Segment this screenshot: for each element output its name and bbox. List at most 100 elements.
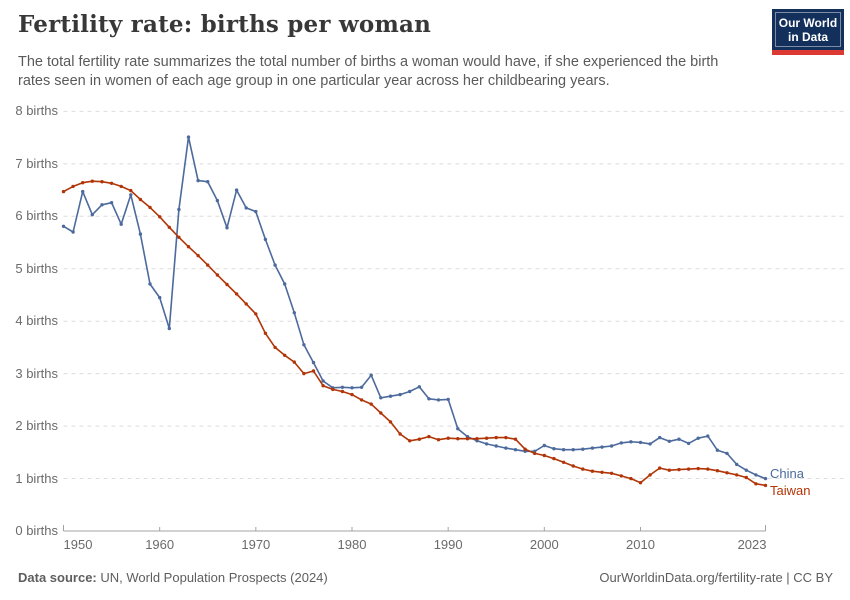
china-data-point (561, 448, 566, 452)
china-data-point (754, 473, 758, 477)
china-data-point (571, 448, 575, 452)
china-data-point (513, 448, 518, 452)
china-data-point (504, 446, 508, 450)
page-title: Fertility rate: births per woman (18, 11, 432, 38)
china-data-point (696, 436, 700, 440)
taiwan-data-point (119, 184, 123, 189)
china-data-point (379, 396, 383, 400)
taiwan-data-point (542, 453, 546, 458)
taiwan-data-point (359, 398, 364, 402)
taiwan-data-point (206, 263, 210, 267)
owid-logo-text: Our World in Data (775, 12, 841, 47)
taiwan-data-point (571, 464, 575, 468)
china-data-point (196, 178, 200, 183)
taiwan-line (62, 180, 767, 487)
taiwan-data-point (177, 235, 181, 239)
taiwan-data-point (744, 475, 748, 480)
logo-accent-bar (772, 50, 844, 55)
china-data-point (581, 447, 585, 451)
china-data-point (321, 379, 325, 383)
credit-link[interactable]: OurWorldinData.org/fertility-rate | CC B… (599, 570, 833, 585)
taiwan-data-point (475, 437, 479, 441)
taiwan-data-point (686, 467, 691, 471)
china-data-point (715, 448, 720, 452)
taiwan-data-point (388, 420, 393, 424)
china-data-point (129, 193, 133, 197)
china-data-point (408, 389, 412, 394)
china-data-point (206, 180, 210, 184)
taiwan-data-point (609, 471, 614, 475)
taiwan-data-point (494, 435, 498, 440)
taiwan-data-point (263, 331, 268, 335)
taiwan-data-point (71, 184, 75, 189)
china-data-point (648, 442, 652, 446)
taiwan-data-point (590, 469, 595, 473)
taiwan-data-point (484, 436, 489, 440)
taiwan-data-point (533, 451, 537, 456)
china-data-point (215, 198, 220, 203)
china-data-point (71, 230, 75, 234)
china-data-point (667, 439, 671, 443)
china-data-point (600, 445, 604, 449)
taiwan-data-point (138, 197, 143, 202)
taiwan-data-point (677, 467, 681, 472)
china-data-point (109, 201, 114, 205)
owid-logo-line1: Our World (778, 15, 838, 30)
china-data-point (359, 385, 364, 389)
china-data-point (494, 444, 498, 448)
china-data-point (100, 203, 104, 207)
taiwan-data-point (81, 181, 85, 185)
data-source-text: UN, World Population Prospects (2024) (96, 570, 328, 585)
china-data-point (658, 435, 662, 440)
china-data-point (763, 476, 768, 481)
taiwan-data-point (234, 292, 239, 296)
china-data-point (417, 385, 421, 389)
taiwan-data-point (148, 205, 152, 210)
taiwan-data-point (619, 474, 623, 478)
data-source-label: Data source: (18, 570, 97, 585)
china-data-point (706, 434, 710, 438)
taiwan-data-point (696, 466, 700, 471)
china-data-point (744, 468, 748, 472)
china-data-point (446, 397, 450, 402)
china-data-point (725, 451, 729, 456)
taiwan-data-point (350, 392, 354, 397)
taiwan-data-point (513, 437, 518, 441)
china-data-point (186, 135, 191, 139)
china-data-point (302, 343, 306, 347)
china-data-point (677, 437, 681, 441)
china-data-point (369, 373, 373, 377)
china-data-point (90, 213, 95, 217)
taiwan-data-point (311, 369, 316, 373)
china-data-point (283, 282, 287, 286)
china-data-point (484, 442, 489, 446)
taiwan-data-point (638, 481, 643, 485)
taiwan-data-point (658, 466, 662, 470)
china-data-point (388, 394, 393, 398)
data-source: Data source: UN, World Population Prospe… (18, 570, 328, 585)
taiwan-data-point (465, 437, 470, 441)
china-data-point (735, 462, 739, 467)
china-data-point (552, 447, 556, 451)
taiwan-data-point (369, 402, 373, 406)
taiwan-data-point (321, 384, 325, 388)
china-data-point (686, 441, 691, 446)
china-data-point (542, 443, 546, 448)
taiwan-data-point (735, 473, 739, 477)
china-data-point (436, 398, 441, 402)
china-data-point (177, 207, 181, 212)
china-data-point (638, 440, 643, 445)
china-data-point (311, 360, 316, 365)
taiwan-data-point (61, 189, 66, 194)
taiwan-data-point (715, 469, 720, 473)
taiwan-data-point (436, 438, 441, 442)
taiwan-data-point (456, 437, 460, 441)
owid-logo: Our World in Data (772, 9, 844, 55)
taiwan-data-point (629, 476, 633, 481)
taiwan-data-point (763, 483, 768, 488)
china-data-point (629, 440, 633, 444)
taiwan-data-point (129, 188, 133, 193)
taiwan-data-point (215, 273, 220, 277)
china-data-point (225, 226, 229, 230)
